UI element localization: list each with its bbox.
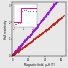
X-axis label: Magnetic field  μ₀H (T): Magnetic field μ₀H (T): [24, 63, 55, 67]
Y-axis label: Hall resistivity: Hall resistivity: [4, 19, 8, 39]
